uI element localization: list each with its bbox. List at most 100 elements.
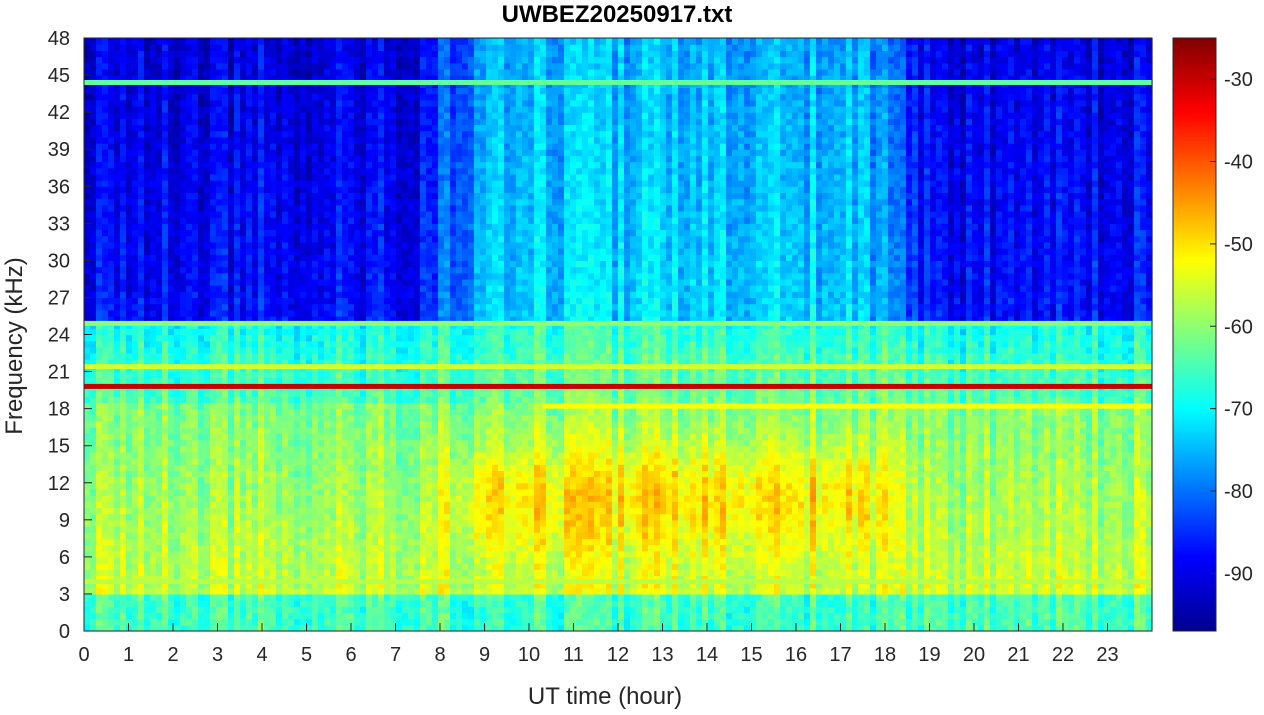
heatmap-cell [360, 130, 367, 138]
heatmap-cell [276, 75, 283, 82]
heatmap-cell [132, 538, 139, 546]
heatmap-cell [306, 112, 313, 119]
heatmap-cell [258, 198, 265, 206]
heatmap-cell [390, 439, 397, 447]
heatmap-cell [384, 328, 391, 336]
heatmap-cell [324, 519, 331, 527]
heatmap-cell [192, 143, 199, 150]
heatmap-cell [318, 501, 325, 509]
heatmap-cell [180, 495, 187, 502]
heatmap-cell [378, 173, 385, 181]
heatmap-cell [354, 377, 361, 385]
heatmap-cell [378, 451, 385, 459]
heatmap-cell [252, 470, 259, 478]
heatmap-cell [132, 204, 139, 212]
heatmap-cell [204, 278, 211, 286]
heatmap-cell [198, 173, 205, 181]
heatmap-cell [342, 192, 349, 200]
heatmap-cell [126, 223, 133, 231]
heatmap-cell [378, 149, 385, 156]
heatmap-cell [354, 44, 361, 51]
heatmap-cell [252, 278, 259, 286]
heatmap-cell [360, 260, 367, 268]
heatmap-cell [282, 445, 289, 453]
heatmap-cell [132, 309, 139, 317]
heatmap-cell [204, 297, 211, 305]
heatmap-cell [192, 303, 199, 311]
heatmap-cell [210, 186, 217, 194]
heatmap-cell [300, 167, 307, 175]
heatmap-cell [318, 519, 325, 527]
heatmap-cell [330, 340, 337, 348]
heatmap-cell [84, 50, 91, 58]
heatmap-cell [162, 248, 169, 255]
heatmap-cell [234, 38, 241, 45]
heatmap-cell [114, 272, 121, 280]
heatmap-cell [312, 427, 319, 434]
heatmap-cell [354, 328, 361, 336]
heatmap-cell [378, 50, 385, 58]
heatmap-cell [114, 56, 121, 64]
heatmap-cell [282, 309, 289, 317]
heatmap-cell [264, 532, 271, 539]
heatmap-cell [312, 315, 319, 323]
heatmap-cell [168, 482, 175, 490]
heatmap-cell [378, 532, 385, 539]
heatmap-cell [114, 62, 121, 70]
heatmap-cell [180, 420, 187, 428]
heatmap-cell [222, 451, 229, 459]
heatmap-cell [162, 130, 169, 138]
heatmap-cell [102, 464, 109, 471]
heatmap-cell [210, 556, 217, 564]
heatmap-cell [126, 593, 133, 601]
heatmap-cell [336, 192, 343, 200]
heatmap-cell [372, 93, 379, 101]
heatmap-cell [150, 396, 157, 404]
heatmap-cell [90, 396, 97, 404]
heatmap-cell [312, 525, 319, 533]
heatmap-cell [342, 161, 349, 169]
heatmap-cell [300, 346, 307, 354]
heatmap-cell [294, 229, 301, 237]
heatmap-cell [126, 445, 133, 453]
heatmap-cell [276, 272, 283, 280]
heatmap-cell [138, 593, 145, 601]
heatmap-cell [162, 606, 169, 614]
heatmap-cell [288, 217, 295, 224]
heatmap-cell [168, 581, 175, 589]
heatmap-cell [210, 396, 217, 404]
heatmap-cell [162, 569, 169, 577]
heatmap-cell [162, 161, 169, 169]
heatmap-cell [324, 525, 331, 533]
heatmap-cell [330, 75, 337, 82]
heatmap-cell [90, 62, 97, 70]
heatmap-cell [378, 390, 385, 397]
heatmap-cell [342, 198, 349, 206]
heatmap-cell [162, 563, 169, 570]
heatmap-cell [162, 303, 169, 311]
heatmap-cell [336, 93, 343, 101]
heatmap-cell [246, 624, 253, 632]
heatmap-cell [384, 155, 391, 163]
heatmap-cell [354, 285, 361, 292]
heatmap-cell [324, 198, 331, 206]
heatmap-cell [330, 433, 337, 441]
heatmap-cell [126, 377, 133, 385]
heatmap-cell [150, 291, 157, 299]
heatmap-cell [156, 124, 163, 132]
heatmap-cell [348, 297, 355, 305]
heatmap-cell [270, 143, 277, 150]
heatmap-cell [348, 161, 355, 169]
heatmap-cell [348, 68, 355, 76]
heatmap-cell [102, 254, 109, 261]
heatmap-cell [330, 414, 337, 422]
heatmap-cell [318, 390, 325, 397]
heatmap-cell [102, 217, 109, 224]
heatmap-cell [168, 525, 175, 533]
heatmap-cell [288, 198, 295, 206]
heatmap-cell [174, 593, 181, 601]
heatmap-cell [162, 143, 169, 150]
heatmap-cell [282, 260, 289, 268]
heatmap-cell [150, 229, 157, 237]
heatmap-cell [270, 624, 277, 632]
